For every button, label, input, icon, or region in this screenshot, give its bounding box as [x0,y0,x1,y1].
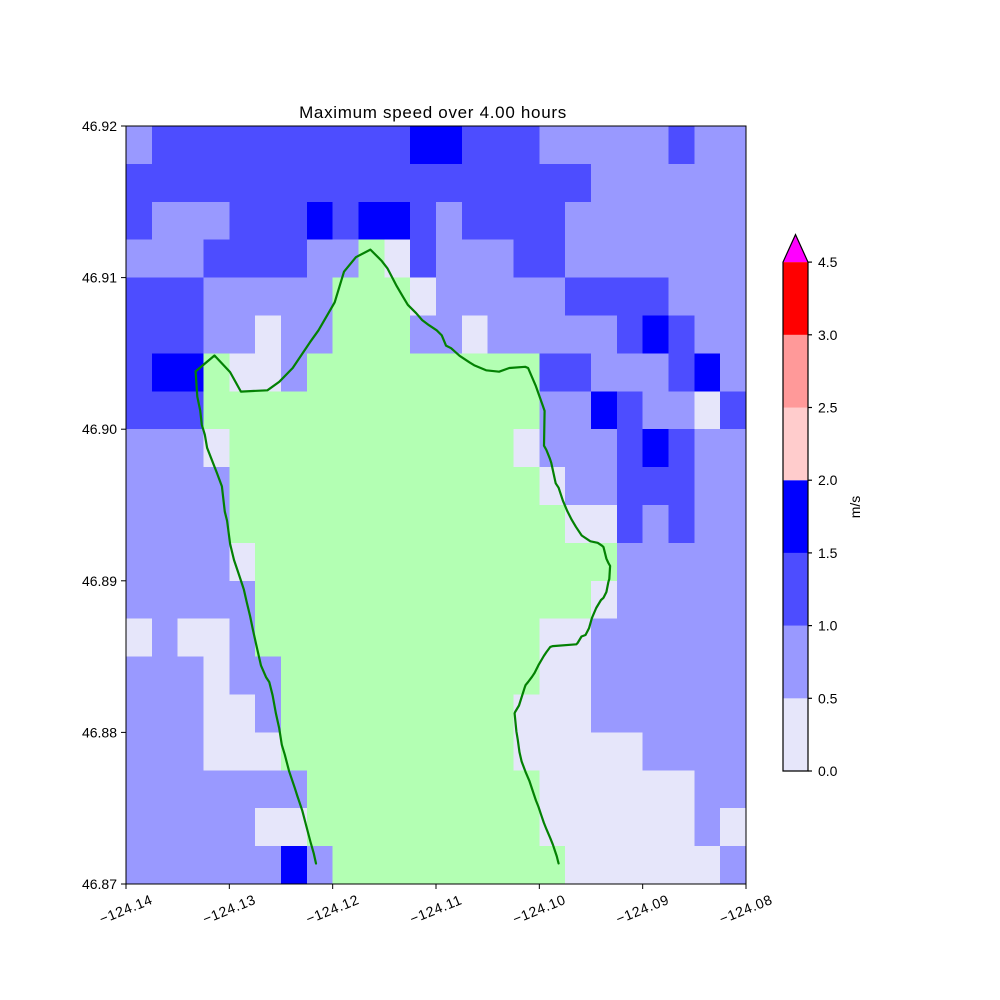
svg-text:4.5: 4.5 [818,254,838,270]
svg-text:3.0: 3.0 [818,327,838,343]
svg-text:46.91: 46.91 [82,270,117,286]
svg-text:m/s: m/s [847,496,863,519]
svg-text:1.5: 1.5 [818,545,838,561]
svg-text:0.0: 0.0 [818,763,838,779]
svg-text:2.0: 2.0 [818,472,838,488]
svg-text:1.0: 1.0 [818,618,838,634]
svg-text:46.87: 46.87 [82,876,117,892]
svg-text:46.92: 46.92 [82,118,117,134]
svg-text:46.90: 46.90 [82,421,117,437]
svg-text:0.5: 0.5 [818,690,838,706]
svg-text:46.88: 46.88 [82,724,117,740]
svg-text:46.89: 46.89 [82,573,117,589]
svg-text:2.5: 2.5 [818,400,838,416]
svg-text:Maximum speed over 4.00 hours: Maximum speed over 4.00 hours [299,103,567,122]
